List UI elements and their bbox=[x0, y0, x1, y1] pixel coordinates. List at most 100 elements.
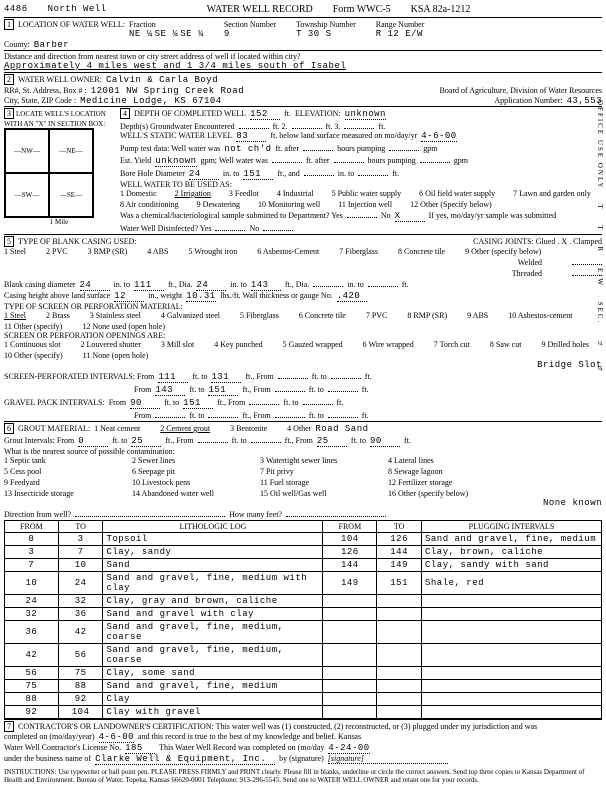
contam-opt: 11 Fuel storage bbox=[260, 478, 370, 487]
screen-opt: 11 Other (specify) bbox=[4, 322, 62, 331]
log-row: 03Topsoil104126Sand and gravel, fine, me… bbox=[5, 533, 602, 546]
screen-opt: 12 None used (open hole) bbox=[82, 322, 165, 331]
contam-opt: 16 Other (specify below) bbox=[388, 489, 498, 498]
form-title: WATER WELL RECORD bbox=[207, 4, 313, 15]
business-label: under the business name of bbox=[4, 754, 91, 763]
bore2: 151 bbox=[243, 169, 273, 180]
sec7-title: CONTRACTOR'S OR LANDOWNER'S CERTIFICATIO… bbox=[18, 722, 537, 731]
dis-nod bbox=[263, 222, 293, 231]
open-opt: 8 Saw cut bbox=[490, 340, 522, 349]
city-label: City, State, ZIP Code : bbox=[4, 96, 76, 105]
open-opt: 5 Gauzed wrapped bbox=[283, 340, 343, 349]
log-row: 8892Clay bbox=[5, 693, 602, 706]
use-label: WELL WATER TO BE USED AS: bbox=[120, 180, 232, 189]
th-to2: TO bbox=[377, 521, 422, 533]
disinfect: Water Well Disinfected? Yes bbox=[120, 224, 211, 233]
contam-opt: 1 Septic tank bbox=[4, 456, 114, 465]
log-row: 3236Sand and gravel with clay bbox=[5, 608, 602, 621]
section-7: 7 CONTRACTOR'S OR LANDOWNER'S CERTIFICAT… bbox=[4, 719, 602, 785]
cd3: 24 bbox=[196, 280, 226, 291]
yd1 bbox=[272, 154, 302, 163]
th-from: FROM bbox=[5, 521, 59, 533]
q2: SE ¼ bbox=[155, 29, 179, 39]
pump-d2 bbox=[389, 142, 419, 151]
gpm: gpm bbox=[423, 144, 437, 153]
section-2: 2 WATER WELL OWNER: Calvin & Carla Boyd bbox=[4, 72, 602, 86]
grout-opt: 2 Cement grout bbox=[160, 424, 210, 433]
screen-title: TYPE OF SCREEN OR PERFORATION MATERIAL: bbox=[4, 302, 183, 311]
lic: 185 bbox=[125, 743, 155, 754]
sig-label: by (signature) bbox=[279, 754, 324, 763]
th-plug: PLUGGING INTERVALS bbox=[422, 521, 602, 533]
log-row: 3642Sand and gravel, fine, medium, coars… bbox=[5, 621, 602, 644]
screen-opt: 4 Galvanized steel bbox=[161, 311, 220, 320]
open-opt: 11 None (open hole) bbox=[83, 351, 149, 360]
contam-opt: 7 Pit privy bbox=[260, 467, 370, 476]
cd6 bbox=[368, 278, 398, 287]
gi2t: 90 bbox=[370, 436, 400, 447]
screen-opt: 1 Steel bbox=[4, 311, 26, 320]
ksa: KSA 82a-1212 bbox=[411, 4, 471, 15]
addr-label: RR#, St. Address, Box # : bbox=[4, 86, 87, 95]
gw3d bbox=[344, 120, 374, 129]
feet-label: How many feet? bbox=[229, 510, 282, 519]
city: Medicine Lodge, KS 67104 bbox=[80, 96, 222, 106]
screen-opt: 10 Asbestos-cement bbox=[508, 311, 572, 320]
side-offset-labels: OFFICE USE ONLY T T R E/W SEC. ¼ ¼ bbox=[596, 100, 604, 374]
ge4 bbox=[208, 409, 238, 418]
cd5 bbox=[313, 278, 343, 287]
date2: 4-24-00 bbox=[328, 743, 369, 754]
contam-opt: 8 Sewage lagoon bbox=[388, 467, 498, 476]
screen-opt: 3 Stainless steel bbox=[90, 311, 141, 320]
dis-no: No bbox=[249, 224, 259, 233]
uses-list: 1 Domestic2 Irrigation3 Feedlot4 Industr… bbox=[120, 189, 602, 209]
screen-opt: 2 Brass bbox=[46, 311, 70, 320]
distance: Approximately 4 miles west and 1 3/4 mil… bbox=[4, 61, 346, 71]
contam-opt: 6 Seepage pit bbox=[132, 467, 242, 476]
casing-opt: 1 Steel bbox=[4, 247, 26, 256]
perf-label: SCREEN-PERFORATED INTERVALS: From bbox=[4, 372, 154, 381]
ft-and: ft., and bbox=[277, 169, 299, 178]
casing-opt: 5 Wrought iron bbox=[188, 247, 237, 256]
open-opt: 9 Drilled holes bbox=[541, 340, 589, 349]
grout-opt: 1 Neat cement bbox=[94, 424, 140, 433]
p1t: 131 bbox=[211, 372, 241, 383]
suffix1: and this record is true to the best of m… bbox=[138, 732, 361, 741]
pump-label: Pump test data: Well water was bbox=[120, 144, 220, 153]
bore-d2 bbox=[358, 167, 388, 176]
pump-val: not ch'd bbox=[224, 144, 271, 154]
casing-opt: 8 Concrete tile bbox=[398, 247, 445, 256]
welded: Welded bbox=[518, 258, 542, 267]
use-opt: 5 Public water supply bbox=[332, 189, 402, 198]
open-opt: 1 Continuous slot bbox=[4, 340, 60, 349]
casing-opt: 6 Asbestos-Cement bbox=[257, 247, 319, 256]
log-row: 2432Clay, gray and brown, caliche bbox=[5, 595, 602, 608]
joints: CASING JOINTS: Glued . X . Clamped bbox=[473, 237, 602, 246]
sec2-title: WATER WELL OWNER: bbox=[18, 75, 102, 84]
grid-sw: — SW — bbox=[5, 173, 49, 217]
th-from2: FROM bbox=[323, 521, 377, 533]
bore1: 24 bbox=[189, 169, 219, 180]
yd2 bbox=[334, 154, 364, 163]
casing-opt: 7 Fiberglass bbox=[339, 247, 378, 256]
board: Board of Agriculture, Division of Water … bbox=[439, 86, 602, 95]
screen-opt: 8 RMP (SR) bbox=[407, 311, 447, 320]
height-label: Casing height above land surface bbox=[4, 291, 110, 300]
pe2 bbox=[331, 370, 361, 379]
ge2 bbox=[303, 396, 333, 405]
pump-d1 bbox=[303, 142, 333, 151]
suffix2: This Water Well Record was completed on … bbox=[159, 743, 324, 752]
form-code: Form WWC-5 bbox=[333, 4, 391, 15]
sec-num-5: 5 bbox=[4, 236, 14, 247]
open-opt: 7 Torch cut bbox=[434, 340, 470, 349]
use-opt: 8 Air conditioning bbox=[120, 200, 179, 209]
gw-label: Depth(s) Groundwater Encountered bbox=[120, 122, 235, 131]
screen-opts: 1 Steel 2 Brass 3 Stainless steel 4 Galvani… bbox=[4, 311, 602, 331]
screen-opt: 7 PVC bbox=[366, 311, 388, 320]
app-label: Application Number: bbox=[494, 96, 562, 105]
ge5 bbox=[275, 409, 305, 418]
gw3: ft. 3. bbox=[326, 122, 341, 131]
gw2d bbox=[292, 120, 322, 129]
casing-opt: 4 ABS bbox=[147, 247, 168, 256]
weight: 10.31 bbox=[186, 291, 216, 302]
